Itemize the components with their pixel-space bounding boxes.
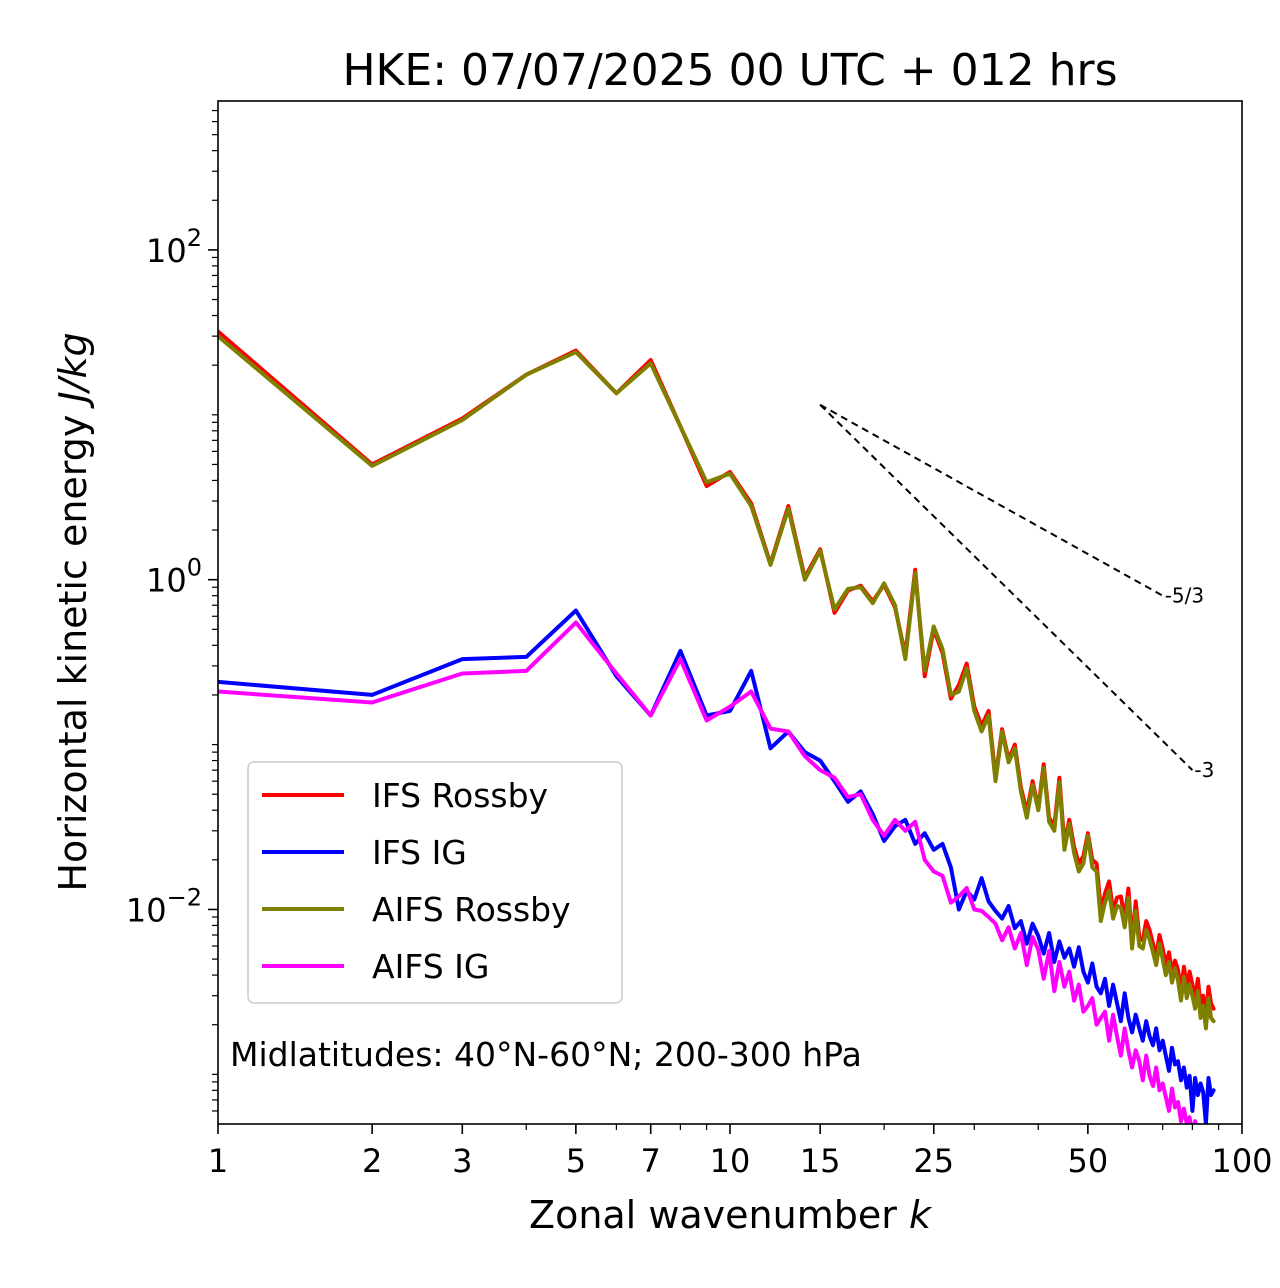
y-tick-label: 102 — [146, 224, 202, 270]
reference-slopes: -5/3 -3 — [819, 403, 1214, 782]
plot-frame — [217, 100, 1243, 1125]
series-line-aifs-ig — [218, 620, 1198, 1124]
legend-label: IFS Rossby — [372, 776, 548, 815]
x-tick-label: 25 — [913, 1142, 954, 1180]
region-annotation: Midlatitudes: 40°N-60°N; 200-300 hPa — [230, 1035, 862, 1074]
chart-title: HKE: 07/07/2025 00 UTC + 012 hrs — [342, 45, 1117, 96]
y-axis-label: Horizontal kinetic energy J/kg — [51, 332, 95, 891]
x-tick-labels: 1 2 3 5 7 10 15 25 50 100 — [208, 1142, 1273, 1180]
series-layer — [218, 329, 1216, 1124]
series-line-aifs-rossby — [218, 334, 1216, 1031]
x-tick-label: 3 — [452, 1142, 472, 1180]
x-tick-label: 2 — [362, 1142, 382, 1180]
legend-label: AIFS Rossby — [372, 890, 571, 929]
legend-box — [247, 761, 623, 1004]
x-tick-label: 7 — [641, 1142, 661, 1180]
major-ticks — [208, 249, 1243, 1134]
x-tick-label: 5 — [566, 1142, 586, 1180]
legend-entries: IFS Rossby IFS IG AIFS Rossby AIFS IG — [262, 776, 571, 986]
x-axis-label: Zonal wavenumber k — [529, 1193, 933, 1237]
reference-slope-line — [819, 403, 1164, 597]
y-tick-labels: 102 100 10−2 — [126, 224, 202, 930]
reference-slope-line — [819, 404, 1194, 771]
series-line-ifs-ig — [218, 608, 1216, 1124]
x-tick-label: 100 — [1211, 1142, 1272, 1180]
x-tick-label: 50 — [1068, 1142, 1109, 1180]
legend-label: IFS IG — [372, 833, 467, 872]
y-tick-label: 10−2 — [126, 883, 202, 929]
y-tick-label: 100 — [146, 554, 202, 600]
reference-slope-label: -3 — [1194, 758, 1214, 782]
x-tick-label: 10 — [710, 1142, 751, 1180]
x-tick-label: 15 — [800, 1142, 841, 1180]
x-tick-label: 1 — [208, 1142, 228, 1180]
reference-slope-label: -5/3 — [1165, 584, 1204, 608]
legend: IFS Rossby IFS IG AIFS Rossby AIFS IG — [247, 761, 623, 1004]
legend-label: AIFS IG — [372, 947, 489, 986]
